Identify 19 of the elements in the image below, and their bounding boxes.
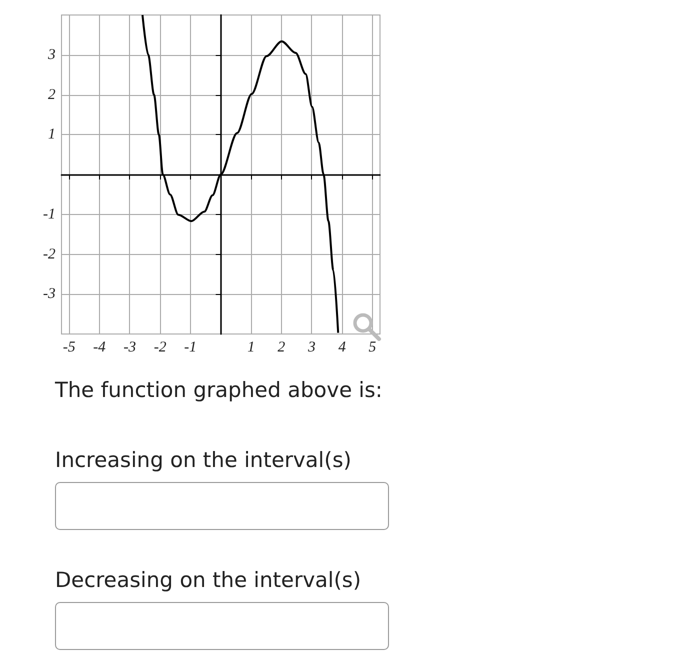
text: The function graphed above is:	[55, 378, 383, 402]
x-tick-label: -4	[93, 340, 106, 356]
x-tick-label: -5	[62, 340, 76, 356]
y-tick-label: -2	[42, 246, 56, 262]
y-tick-label: -3	[42, 286, 56, 302]
x-tick-label: -1	[184, 340, 197, 356]
x-tick-label: 1	[247, 340, 255, 356]
x-tick-label: 2	[278, 340, 286, 356]
x-tick-label: -2	[154, 340, 167, 356]
x-tick-label: 5	[368, 340, 377, 356]
text: Increasing on the interval(s)	[55, 448, 352, 472]
y-tick-label: 1	[48, 126, 56, 143]
text: Decreasing on the interval(s)	[55, 568, 362, 592]
x-tick-label: 4	[338, 340, 346, 356]
y-tick-label: 2	[48, 86, 56, 103]
y-tick-label: 3	[46, 46, 56, 63]
x-tick-label: 3	[307, 340, 316, 356]
y-tick-label: -1	[42, 206, 56, 222]
x-tick-label: -3	[123, 340, 136, 356]
